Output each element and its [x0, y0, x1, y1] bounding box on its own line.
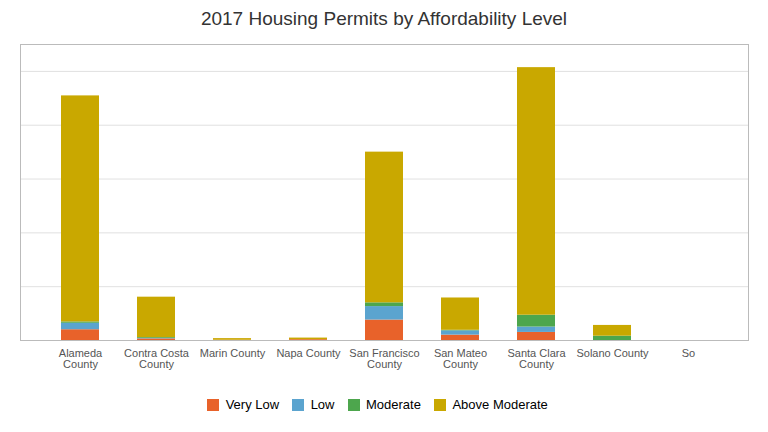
- html-text:Above Moderate: Above Moderate: [452, 397, 548, 412]
- svg-text:San FranciscoCounty: San FranciscoCounty: [349, 347, 419, 370]
- svg-text:Solano County: Solano County: [576, 347, 649, 359]
- svg-text:Santa ClaraCounty: Santa ClaraCounty: [507, 347, 566, 370]
- svg-text:Contra CostaCounty: Contra CostaCounty: [124, 347, 190, 370]
- svg-text:Marin County: Marin County: [200, 347, 266, 359]
- html-text:2017 Housing Permits by Afford: 2017 Housing Permits by Affordability Le…: [200, 8, 568, 29]
- svg-text:Napa County: Napa County: [276, 347, 341, 359]
- html-text:Low: Low: [310, 397, 335, 412]
- svg-text:AlamedaCounty: AlamedaCounty: [59, 347, 103, 370]
- html-text:Very Low: Very Low: [225, 397, 280, 412]
- svg-text:San MateoCounty: San MateoCounty: [434, 347, 487, 370]
- svg-text:So: So: [682, 347, 695, 359]
- html-text:Moderate: Moderate: [366, 397, 421, 412]
